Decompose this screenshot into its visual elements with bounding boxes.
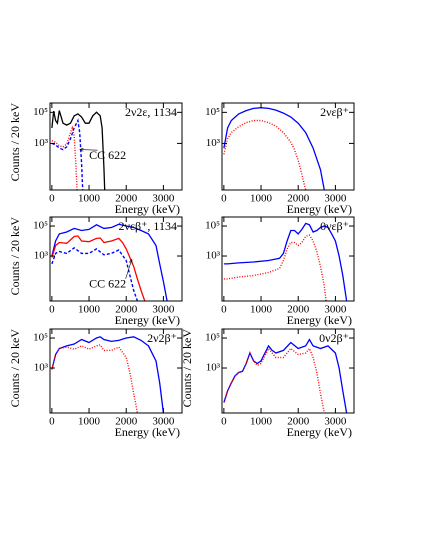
x-tick-label: 1000: [250, 416, 273, 428]
spectrum-line: [51, 336, 165, 414]
panel-title: 0νεβ⁺: [320, 219, 349, 233]
x-tick-label: 2000: [287, 304, 310, 316]
spectrum-line: [51, 344, 139, 414]
arrow-head: [79, 147, 84, 152]
spectrum-line: [51, 235, 146, 302]
x-axis-label: Energy (keV): [287, 202, 352, 216]
x-tick-label: 1000: [78, 416, 101, 428]
spectrum-line: [223, 234, 327, 302]
spectrum-line: [223, 107, 325, 191]
y-tick-label: 10³: [206, 250, 221, 262]
plot-frame: [49, 102, 183, 191]
spectrum-line: [51, 118, 84, 191]
x-axis-label: Energy (keV): [115, 313, 180, 327]
x-tick-label: 1000: [78, 193, 101, 205]
arrow-head: [128, 259, 133, 264]
x-tick-label: 0: [49, 416, 55, 428]
panel-title: 2ν2β⁺: [147, 331, 177, 345]
x-tick-label: 3000: [152, 304, 175, 316]
y-axis-label: Counts / 20 keV: [180, 329, 194, 408]
y-tick-label: 10⁵: [205, 106, 220, 118]
x-tick-label: 3000: [324, 416, 347, 428]
plot-frame: [221, 328, 355, 414]
y-tick-label: 10⁵: [33, 220, 48, 232]
x-tick-label: 1000: [250, 193, 273, 205]
y-axis-label: Counts / 20 keV: [8, 329, 22, 408]
x-tick-label: 3000: [324, 193, 347, 205]
spectrum-line: [223, 347, 325, 414]
annotation-arrow: [79, 149, 98, 151]
y-tick-label: 10⁵: [33, 106, 48, 118]
y-tick-label: 10⁵: [205, 220, 220, 232]
annotation: CC 622: [89, 148, 126, 162]
x-tick-label: 1000: [250, 304, 273, 316]
x-tick-label: 0: [49, 304, 55, 316]
x-axis-label: Energy (keV): [287, 425, 352, 439]
spectrum-line: [51, 125, 78, 191]
x-tick-label: 1000: [78, 304, 101, 316]
plot-frame: [49, 216, 183, 302]
spectrum-line: [223, 119, 307, 191]
x-tick-label: 0: [221, 193, 227, 205]
y-tick-label: 10³: [34, 362, 49, 374]
y-tick-label: 10⁵: [205, 332, 220, 344]
x-tick-label: 0: [221, 304, 227, 316]
x-tick-label: 0: [49, 193, 55, 205]
spectrum-line: [223, 222, 348, 302]
x-tick-label: 2000: [287, 193, 310, 205]
x-axis-label: Energy (keV): [115, 425, 180, 439]
annotation-arrow: [125, 259, 133, 279]
panel-title: 0ν2β⁺: [319, 331, 349, 345]
y-tick-label: 10⁵: [33, 332, 48, 344]
x-tick-label: 3000: [152, 416, 175, 428]
x-tick-label: 2000: [115, 193, 138, 205]
y-axis-label: Counts / 20 keV: [8, 103, 22, 182]
spectrum-line: [51, 247, 139, 302]
panel-title: 2νεβ⁺: [320, 105, 349, 119]
y-tick-label: 10³: [206, 137, 221, 149]
spectrum-line: [51, 110, 106, 191]
x-axis-label: Energy (keV): [115, 202, 180, 216]
x-tick-label: 2000: [115, 304, 138, 316]
plot-frame: [221, 102, 355, 191]
y-axis-label: Counts / 20 keV: [8, 217, 22, 296]
x-axis-label: Energy (keV): [287, 313, 352, 327]
x-tick-label: 2000: [115, 416, 138, 428]
plot-frame: [221, 216, 355, 302]
plot-frame: [49, 328, 183, 414]
spectrum-line: [223, 338, 348, 414]
y-tick-label: 10³: [34, 250, 49, 262]
panel-title: 2ν2ε, 1134: [125, 105, 177, 119]
annotation: CC 622: [89, 277, 126, 291]
y-tick-label: 10³: [34, 137, 49, 149]
spectrum-line: [51, 223, 168, 302]
y-tick-label: 10³: [206, 362, 221, 374]
panel-title: 2νεβ⁺, 1134: [119, 219, 177, 233]
x-tick-label: 2000: [287, 416, 310, 428]
x-tick-label: 3000: [152, 193, 175, 205]
x-tick-label: 0: [221, 416, 227, 428]
x-tick-label: 3000: [324, 304, 347, 316]
